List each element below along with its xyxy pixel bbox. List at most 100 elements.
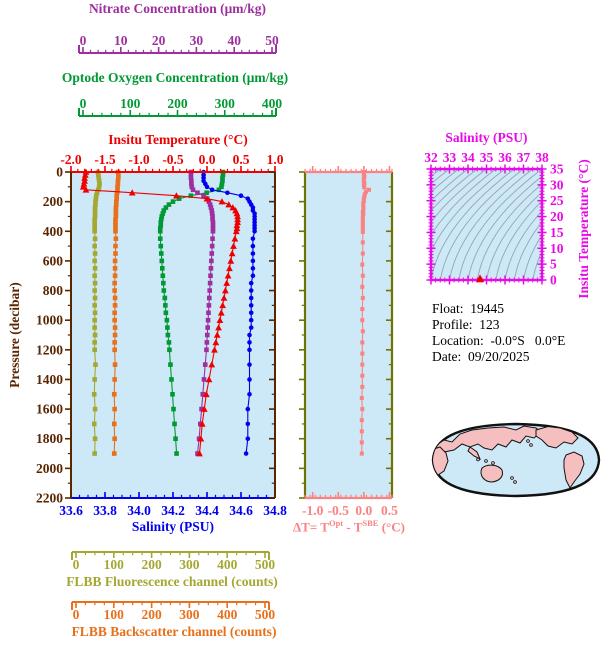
delta-t-series (359, 170, 371, 456)
svg-text:0: 0 (80, 33, 87, 48)
svg-text:100: 100 (104, 557, 125, 572)
svg-text:10: 10 (550, 241, 564, 256)
svg-text:200: 200 (141, 607, 162, 622)
svg-text:37: 37 (517, 150, 531, 165)
temperature-axis-title: Insitu Temperature (°C) (108, 132, 248, 147)
svg-text:34.8: 34.8 (263, 503, 287, 518)
svg-text:0: 0 (80, 96, 87, 111)
main-plot-frame: -2.0 -1.5 -1.0 -0.5 0.0 0.5 1.0 33.6 33.8 34.0 34.… (36, 152, 287, 518)
svg-text:600: 600 (43, 253, 64, 268)
svg-text:30: 30 (550, 177, 564, 192)
map-land (433, 425, 587, 489)
fluorescence-axis-title: FLBB Fluorescence channel (counts) (66, 574, 278, 589)
svg-text:10: 10 (114, 33, 128, 48)
svg-text:200: 200 (167, 96, 188, 111)
world-map (431, 422, 601, 498)
svg-text:-1.5: -1.5 (94, 152, 116, 167)
svg-text:200: 200 (141, 557, 162, 572)
svg-text:33.8: 33.8 (93, 503, 117, 518)
svg-text:34.4: 34.4 (195, 503, 219, 518)
svg-text:1800: 1800 (36, 431, 63, 446)
svg-text:2200: 2200 (36, 491, 63, 506)
svg-text:0: 0 (73, 607, 80, 622)
svg-text:34.6: 34.6 (229, 503, 253, 518)
svg-text:34.2: 34.2 (161, 503, 185, 518)
location-info-line: Location: -0.0°S 0.0°E (432, 333, 566, 348)
svg-text:400: 400 (262, 96, 283, 111)
svg-text:34.0: 34.0 (127, 503, 151, 518)
svg-text:300: 300 (179, 557, 200, 572)
float-info-block: Float: 19445 Profile: 123 Location: -0.0… (432, 301, 565, 365)
svg-text:1000: 1000 (36, 313, 63, 328)
salinity-series (201, 169, 257, 456)
svg-text:-1.0: -1.0 (302, 503, 324, 518)
oxygen-series (157, 169, 226, 456)
svg-text:1.0: 1.0 (267, 152, 284, 167)
svg-text:200: 200 (43, 194, 64, 209)
float-info-line: Float: 19445 (432, 301, 505, 316)
delta-t-axis-title: ΔT= TOpt - TSBE (°C) (293, 518, 405, 535)
nitrate-axis: 0 10 20 30 40 50 (78, 33, 279, 54)
svg-text:0: 0 (73, 557, 80, 572)
profile-info-line: Profile: 123 (432, 317, 500, 332)
ts-salinity-axis-title: Salinity (PSU) (445, 130, 528, 145)
svg-text:35: 35 (550, 162, 564, 177)
svg-text:0.5: 0.5 (381, 503, 398, 518)
svg-text:40: 40 (227, 33, 241, 48)
svg-text:800: 800 (43, 283, 64, 298)
svg-text:20: 20 (152, 33, 166, 48)
fluorescence-axis: 0 100 200 300 400 500 (71, 551, 276, 572)
oxygen-axis: 0 100 200 300 400 (78, 96, 283, 117)
backscatter-axis-title: FLBB Backscatter channel (counts) (71, 624, 277, 639)
temperature-series (79, 168, 241, 457)
svg-text:1200: 1200 (36, 342, 63, 357)
svg-text:0.0: 0.0 (355, 503, 372, 518)
svg-text:300: 300 (179, 607, 200, 622)
svg-text:35: 35 (480, 150, 494, 165)
isopycnal-contours (431, 169, 542, 280)
svg-text:1400: 1400 (36, 372, 63, 387)
svg-text:38: 38 (535, 150, 549, 165)
svg-text:-0.5: -0.5 (162, 152, 184, 167)
svg-text:25: 25 (550, 193, 564, 208)
ts-temperature-axis-title: Insitu Temperature (°C) (575, 159, 591, 299)
svg-text:5: 5 (550, 257, 557, 272)
svg-text:30: 30 (190, 33, 204, 48)
date-info-line: Date: 09/20/2025 (432, 349, 530, 364)
svg-text:36: 36 (498, 150, 512, 165)
svg-text:-1.0: -1.0 (128, 152, 150, 167)
svg-text:0: 0 (56, 165, 63, 180)
svg-text:0.5: 0.5 (233, 152, 250, 167)
svg-text:20: 20 (550, 209, 564, 224)
delta-t-plot: -1.0 -0.5 0.0 0.5 (299, 166, 398, 518)
backscatter-axis: 0 100 200 300 400 500 (71, 601, 276, 622)
svg-text:33.6: 33.6 (59, 503, 83, 518)
svg-text:300: 300 (215, 96, 236, 111)
svg-text:-2.0: -2.0 (60, 152, 82, 167)
fluorescence-series (91, 169, 102, 456)
svg-text:-0.5: -0.5 (328, 503, 350, 518)
svg-text:50: 50 (265, 33, 279, 48)
svg-text:34: 34 (461, 150, 475, 165)
svg-text:2000: 2000 (36, 461, 63, 476)
svg-text:500: 500 (255, 607, 276, 622)
svg-text:400: 400 (43, 224, 64, 239)
svg-text:100: 100 (120, 96, 141, 111)
pressure-axis-title: Pressure (decibar) (6, 282, 22, 388)
svg-text:1600: 1600 (36, 402, 63, 417)
svg-text:15: 15 (550, 225, 564, 240)
svg-text:32: 32 (424, 150, 438, 165)
svg-text:33: 33 (443, 150, 457, 165)
svg-text:500: 500 (255, 557, 276, 572)
backscatter-series (111, 169, 121, 456)
oxygen-axis-title: Optode Oxygen Concentration (μm/kg) (61, 70, 289, 85)
main-profile-plot (71, 168, 275, 498)
svg-text:100: 100 (104, 607, 125, 622)
svg-text:400: 400 (217, 557, 238, 572)
salinity-axis-title: Salinity (PSU) (131, 519, 215, 534)
nitrate-axis-title: Nitrate Concentration (μm/kg) (88, 1, 267, 16)
svg-text:0: 0 (550, 273, 557, 288)
